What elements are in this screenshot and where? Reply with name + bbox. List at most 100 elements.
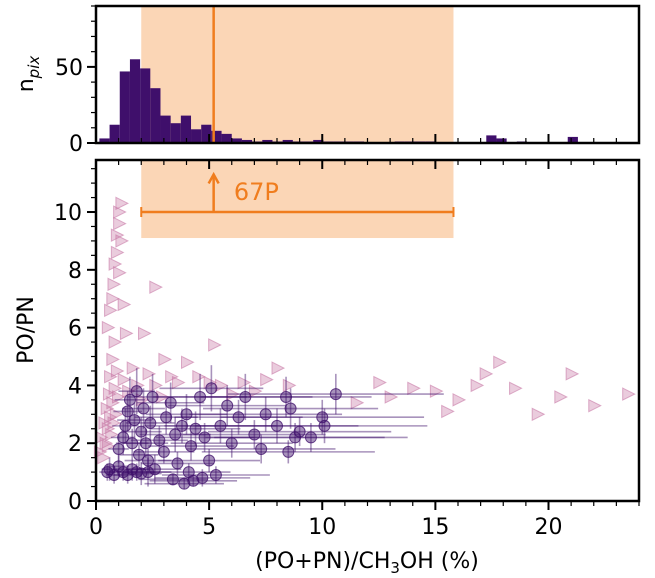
circle-marker	[282, 445, 295, 458]
histogram-bar	[160, 115, 171, 143]
scatter-x-tick-label: 5	[202, 515, 216, 540]
circle-marker	[182, 466, 195, 479]
circle-marker	[225, 437, 238, 450]
median-arrow-head	[207, 171, 220, 185]
triangle-marker	[282, 378, 297, 393]
histogram-range-band	[141, 6, 454, 143]
histogram-bar	[150, 88, 161, 143]
triangle-marker	[105, 427, 119, 442]
triangle-marker	[158, 352, 172, 367]
triangle-marker	[248, 384, 263, 398]
scatter-y-tick-label: 10	[54, 201, 82, 226]
circle-marker	[180, 408, 193, 421]
triangle-marker	[117, 297, 132, 312]
circle-marker	[164, 396, 177, 409]
circle-marker	[232, 411, 245, 424]
triangle-marker	[107, 277, 122, 292]
triangle-marker	[115, 234, 130, 248]
histogram-bar	[201, 124, 212, 143]
scatter-y-tick-label: 2	[68, 432, 82, 457]
triangle-marker	[373, 375, 387, 390]
histogram-bar	[313, 139, 324, 143]
circle-marker	[284, 402, 297, 415]
circle-marker	[203, 454, 216, 467]
circle-marker	[185, 440, 198, 453]
scatter-range-band	[141, 160, 454, 239]
circle-marker	[142, 466, 155, 479]
triangle-marker	[97, 450, 111, 465]
circle-marker	[304, 431, 317, 444]
triangle-marker	[117, 372, 132, 387]
circle-marker	[198, 431, 211, 444]
histogram-bar	[191, 129, 202, 143]
circle-marker	[130, 385, 143, 398]
circle-marker	[148, 463, 161, 476]
circle-marker	[166, 473, 179, 486]
circle-marker	[293, 425, 306, 438]
histogram-bar	[180, 115, 192, 143]
circle-marker	[221, 399, 234, 412]
triangle-marker	[113, 265, 127, 280]
histogram-bar	[140, 68, 151, 143]
circle-marker	[139, 437, 152, 450]
scatter-x-tick-label: 20	[535, 515, 563, 540]
triangle-marker	[565, 367, 580, 381]
triangle-marker	[208, 338, 222, 352]
triangle-marker	[192, 369, 206, 384]
triangle-marker	[384, 390, 399, 404]
histogram-bar	[119, 71, 130, 143]
triangle-marker	[149, 280, 163, 294]
triangle-marker	[214, 378, 229, 393]
histogram-y-tick-label: 50	[55, 56, 83, 81]
histogram-bar	[231, 138, 242, 143]
circle-marker	[128, 414, 141, 427]
triangle-marker	[237, 375, 252, 390]
histogram-y-axis-label: npix	[14, 56, 43, 93]
scatter-range-annotation: 67P	[140, 171, 455, 218]
histogram-ticks: 0 50	[55, 5, 640, 157]
circle-marker	[142, 454, 155, 467]
scatter-y-tick-label: 4	[68, 374, 82, 399]
circle-marker	[209, 468, 222, 481]
triangle-marker	[142, 367, 157, 381]
triangle-marker	[588, 398, 602, 413]
circle-marker	[171, 457, 184, 470]
triangle-marker	[441, 404, 455, 419]
circle-marker	[153, 434, 166, 447]
circle-marker	[175, 419, 188, 432]
triangle-marker	[111, 390, 126, 404]
triangle-marker	[138, 326, 152, 341]
circle-marker	[259, 408, 272, 421]
circle-marker	[255, 442, 268, 455]
triangle-marker	[470, 378, 485, 393]
circle-marker	[239, 390, 252, 403]
triangle-marker	[181, 355, 195, 370]
circle-marker	[119, 419, 132, 432]
triangle-marker	[452, 393, 467, 407]
circle-marker	[169, 428, 182, 441]
triangle-marker	[149, 378, 163, 393]
scatter-x-tick-label: 0	[89, 515, 103, 540]
triangle-marker	[531, 407, 546, 422]
triangle-marker	[109, 407, 124, 422]
histogram-y-axis-label-main: n	[14, 78, 39, 92]
triangle-marker	[126, 361, 141, 375]
circle-marker	[214, 419, 227, 432]
circle-marker	[146, 390, 159, 403]
histogram-y-axis-label-subscript: pix	[25, 56, 43, 80]
circle-marker	[189, 422, 202, 435]
circle-marker	[123, 393, 136, 406]
histogram-frame	[94, 4, 641, 145]
circle-marker	[329, 388, 342, 401]
histogram-panel: 0 50 npix	[14, 4, 641, 157]
scatter-circle-series	[99, 365, 444, 490]
triangle-marker	[156, 390, 170, 404]
histogram-bar	[496, 138, 507, 143]
triangle-marker	[479, 367, 494, 381]
scatter-frame	[94, 158, 641, 503]
scatter-x-tick-label: 10	[308, 515, 336, 540]
triangle-marker	[101, 439, 116, 453]
triangle-marker	[101, 320, 116, 335]
triangle-marker	[622, 387, 636, 401]
